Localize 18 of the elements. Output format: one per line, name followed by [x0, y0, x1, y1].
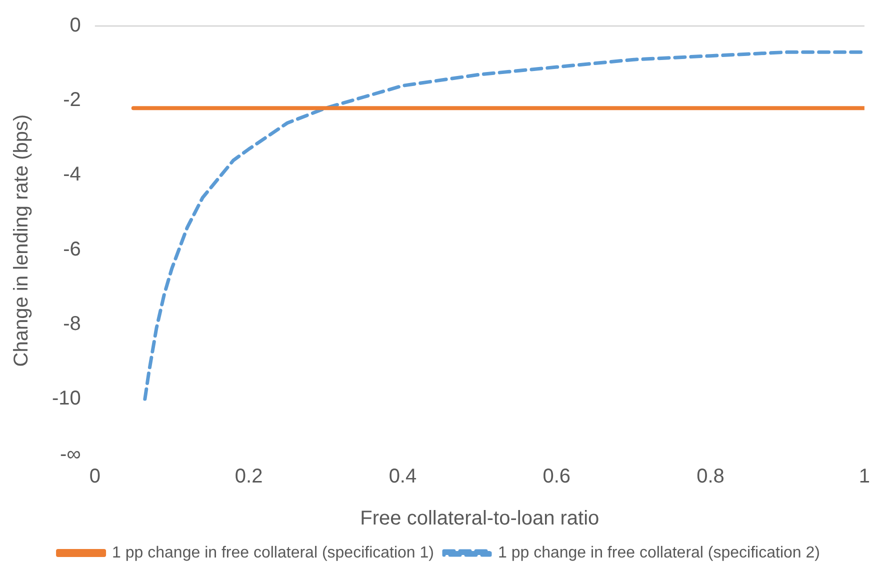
x-tick-label: 0.4: [388, 466, 417, 488]
legend-label: 1 pp change in free collateral (specification 2): [498, 544, 820, 562]
y-tick-label: -6: [63, 238, 81, 260]
y-tick-label: -4: [63, 164, 81, 186]
y-tick-label: -8: [63, 312, 81, 335]
y-tick-label: 0: [70, 14, 81, 37]
x-tick-label: 0.6: [542, 466, 571, 488]
x-tick-label: 0: [89, 466, 100, 488]
legend-label: 1 pp change in free collateral (specification 1): [112, 544, 434, 562]
line-series: [143, 50, 864, 401]
x-tick-label: 1: [858, 466, 870, 488]
y-axis-title: Change in lending rate (bps): [10, 114, 33, 367]
y-tick-label: -2: [63, 89, 81, 112]
x-axis-title: Free collateral-to-loan ratio: [360, 508, 600, 530]
x-tick-label: 0.2: [234, 466, 263, 488]
y-tick-label: -∞: [60, 444, 81, 466]
y-tick-label: -10: [52, 388, 81, 410]
x-tick-label: 0.8: [696, 466, 724, 488]
